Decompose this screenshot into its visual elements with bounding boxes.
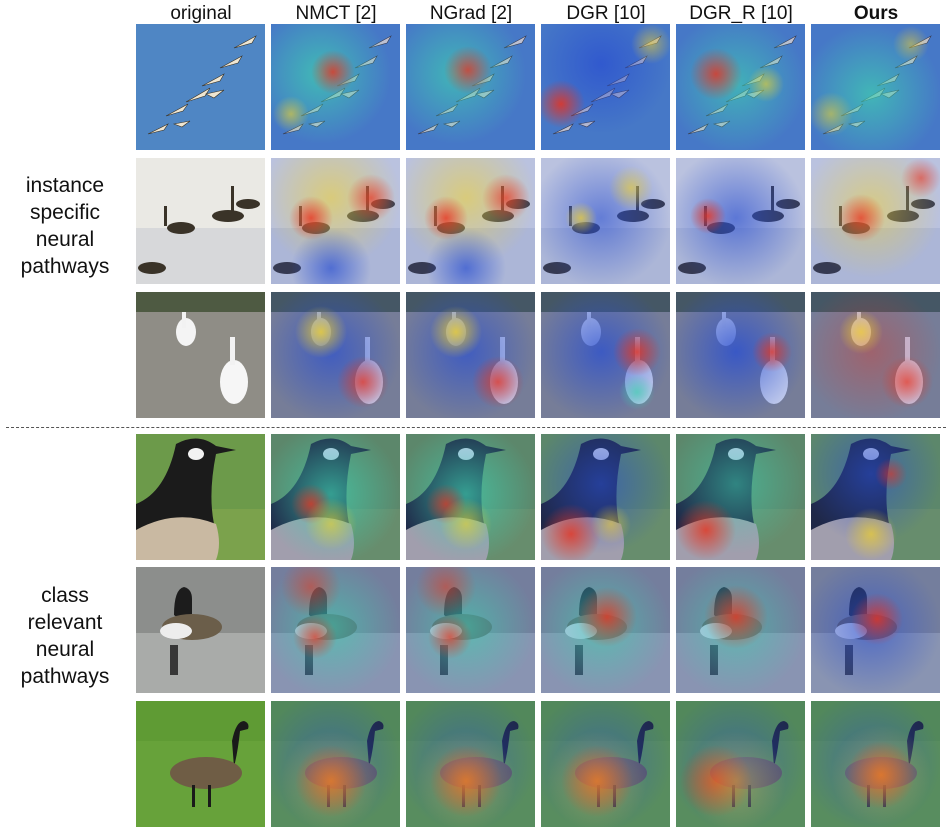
tile-graphic (541, 434, 670, 560)
saliency-map-image (541, 292, 670, 418)
saliency-map-image (271, 567, 400, 693)
tile-graphic (811, 567, 940, 693)
group-label-0: instance specific neural pathways (0, 172, 130, 280)
group-divider (6, 427, 946, 428)
saliency-map-image (541, 24, 670, 150)
tile-graphic (271, 158, 400, 284)
saliency-map-image (271, 24, 400, 150)
tile-graphic (271, 434, 400, 560)
tile-graphic (811, 292, 940, 418)
saliency-map-image (541, 158, 670, 284)
tile-graphic (406, 701, 535, 827)
group-label-line: relevant (27, 611, 103, 634)
tile-graphic (136, 158, 265, 284)
saliency-map-image (676, 292, 805, 418)
tile-graphic (541, 292, 670, 418)
tile-graphic (676, 292, 805, 418)
tile-graphic (406, 158, 535, 284)
tile-graphic (676, 701, 805, 827)
saliency-map-image (541, 434, 670, 560)
group-label-line: neural (35, 228, 95, 251)
tile-graphic (676, 434, 805, 560)
original-image (136, 567, 265, 693)
group-label-line: class (41, 584, 89, 607)
saliency-map-image (406, 24, 535, 150)
tile-graphic (271, 567, 400, 693)
tile-graphic (136, 24, 265, 150)
group-label-line: specific (29, 201, 101, 224)
group-label-line: neural (35, 638, 95, 661)
tile-graphic (271, 292, 400, 418)
saliency-map-image (811, 701, 940, 827)
tile-graphic (271, 24, 400, 150)
tile-graphic (406, 24, 535, 150)
original-image (136, 701, 265, 827)
column-header-5: Ours (853, 3, 899, 24)
saliency-map-image (406, 434, 535, 560)
saliency-map-image (271, 434, 400, 560)
tile-graphic (136, 292, 265, 418)
saliency-map-image (676, 567, 805, 693)
group-label-line: pathways (20, 255, 110, 278)
saliency-map-image (811, 567, 940, 693)
tile-graphic (811, 701, 940, 827)
tile-graphic (541, 701, 670, 827)
group-label-line: instance (25, 174, 105, 197)
tile-graphic (811, 434, 940, 560)
tile-graphic (676, 158, 805, 284)
saliency-map-image (406, 158, 535, 284)
saliency-map-image (676, 434, 805, 560)
tile-graphic (136, 701, 265, 827)
column-header-1: NMCT [2] (295, 3, 377, 24)
tile-graphic (406, 434, 535, 560)
tile-graphic (541, 567, 670, 693)
column-header-0: original (170, 3, 232, 24)
saliency-map-image (676, 701, 805, 827)
saliency-map-image (271, 158, 400, 284)
saliency-map-image (271, 701, 400, 827)
tile-graphic (676, 24, 805, 150)
tile-graphic (541, 24, 670, 150)
group-label-line: pathways (20, 665, 110, 688)
tile-graphic (136, 567, 265, 693)
saliency-map-image (811, 434, 940, 560)
original-image (136, 158, 265, 284)
original-image (136, 292, 265, 418)
tile-graphic (136, 434, 265, 560)
saliency-map-image (406, 701, 535, 827)
tile-graphic (541, 158, 670, 284)
original-image (136, 434, 265, 560)
tile-graphic (676, 567, 805, 693)
tile-graphic (406, 567, 535, 693)
group-label-1: class relevant neural pathways (0, 582, 130, 690)
tile-graphic (811, 24, 940, 150)
saliency-map-image (811, 292, 940, 418)
saliency-map-image (811, 24, 940, 150)
column-header-3: DGR [10] (566, 3, 646, 24)
tile-graphic (811, 158, 940, 284)
saliency-map-image (406, 292, 535, 418)
column-header-4: DGR_R [10] (689, 3, 793, 24)
saliency-map-image (676, 24, 805, 150)
tile-graphic (271, 701, 400, 827)
saliency-map-image (676, 158, 805, 284)
column-header-2: NGrad [2] (429, 3, 513, 24)
original-image (136, 24, 265, 150)
saliency-map-image (541, 567, 670, 693)
saliency-map-image (811, 158, 940, 284)
saliency-map-image (406, 567, 535, 693)
tile-graphic (406, 292, 535, 418)
saliency-map-image (271, 292, 400, 418)
saliency-map-image (541, 701, 670, 827)
